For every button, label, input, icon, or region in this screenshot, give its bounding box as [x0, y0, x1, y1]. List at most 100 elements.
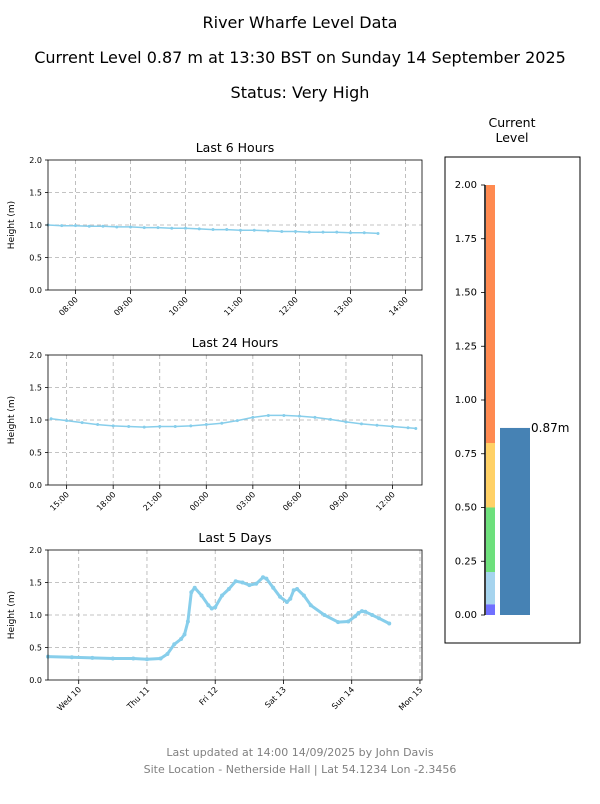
data-point [211, 228, 215, 232]
gauge-title: Level [496, 130, 529, 145]
data-point [233, 579, 238, 584]
data-point [179, 637, 184, 642]
y-tick-label: 0.00 [455, 610, 477, 621]
data-point [110, 656, 115, 661]
threshold-band [486, 443, 495, 508]
data-point [266, 229, 270, 233]
y-tick-label: 0.0 [29, 676, 42, 685]
data-point [144, 657, 149, 662]
y-tick-label: 0.5 [29, 254, 42, 263]
data-point [199, 593, 204, 598]
y-tick-label: 1.0 [29, 221, 42, 230]
data-point [328, 417, 332, 421]
data-point [206, 603, 211, 608]
data-point [301, 593, 306, 598]
data-point [252, 228, 256, 232]
data-point [189, 590, 194, 595]
y-tick-label: 0.75 [455, 449, 477, 460]
data-point [280, 230, 284, 233]
data-point [313, 415, 317, 419]
x-tick-label: 11:00 [222, 295, 245, 318]
data-point [60, 224, 64, 228]
data-point [284, 600, 289, 604]
x-tick-label: Fri 12 [198, 685, 220, 707]
y-axis-label: Height (m) [7, 396, 17, 444]
data-point [225, 228, 229, 232]
data-point [387, 621, 392, 626]
data-point [336, 620, 341, 625]
y-tick-label: 0.50 [455, 503, 477, 514]
x-tick-label: 15:00 [48, 490, 71, 513]
data-point [370, 613, 375, 617]
data-point [335, 230, 339, 234]
data-point [346, 619, 351, 624]
data-point [391, 425, 395, 428]
data-point [185, 619, 190, 624]
data-point [158, 425, 162, 428]
x-tick-label: 03:00 [235, 490, 258, 513]
x-tick-label: 12:00 [277, 295, 300, 318]
threshold-band [486, 572, 495, 605]
data-point [129, 225, 132, 229]
data-point [239, 228, 242, 232]
x-tick-label: 00:00 [188, 490, 211, 513]
data-point [353, 614, 358, 619]
data-point [192, 585, 197, 590]
data-point [96, 423, 100, 427]
data-point [158, 656, 163, 661]
data-point [173, 425, 177, 428]
x-tick-label: Sun 14 [330, 685, 356, 711]
x-tick-label: 21:00 [141, 490, 164, 513]
data-point [240, 580, 245, 585]
x-tick-label: 09:00 [112, 295, 135, 318]
data-point [165, 652, 170, 656]
series-line [47, 575, 390, 661]
threshold-band [486, 507, 495, 572]
level-bar [500, 427, 530, 615]
x-tick-label: Thu 11 [125, 685, 152, 712]
data-point [406, 426, 410, 430]
data-point [260, 575, 265, 580]
y-tick-label: 1.50 [455, 288, 477, 299]
data-point [87, 224, 91, 228]
data-point [156, 226, 160, 230]
y-tick-label: 0.0 [29, 286, 42, 295]
y-tick-label: 1.5 [29, 384, 42, 393]
data-point [142, 425, 146, 429]
chart-title: Last 5 Days [198, 530, 271, 545]
data-point [363, 609, 368, 614]
y-tick-label: 1.0 [29, 611, 42, 620]
y-tick-label: 1.00 [455, 395, 477, 406]
data-point [247, 583, 252, 588]
y-tick-label: 1.5 [29, 189, 42, 198]
data-point [321, 230, 325, 234]
x-tick-label: 13:00 [332, 295, 355, 318]
data-point [209, 606, 214, 611]
data-point [278, 594, 283, 599]
data-point [184, 226, 187, 230]
data-point [220, 593, 225, 598]
y-tick-label: 2.00 [455, 180, 477, 191]
chart-title: Last 24 Hours [192, 335, 279, 350]
chart-last-24-hours: 0.0 0.5 1.0 1.5 2.0 15:00 18:00 21:00 00:00 03:00… [7, 335, 423, 513]
x-tick-label: 18:00 [95, 490, 118, 513]
x-tick-label: 12:00 [374, 490, 397, 513]
data-point [294, 230, 297, 233]
x-tick-label: 09:00 [328, 490, 351, 513]
y-axis-label: Height (m) [7, 591, 17, 639]
y-tick-label: 1.25 [455, 341, 477, 352]
footer-site: Site Location - Netherside Hall | Lat 54… [144, 763, 457, 776]
threshold-band [486, 604, 495, 615]
data-point [266, 413, 270, 417]
x-tick-label: Sat 13 [263, 685, 288, 710]
x-tick-label: 08:00 [57, 295, 80, 318]
data-point [288, 596, 293, 601]
x-tick-label: 10:00 [167, 295, 190, 318]
chart-title: Last 6 Hours [196, 140, 275, 155]
data-point [131, 656, 136, 661]
data-point [172, 642, 177, 647]
data-point [65, 419, 69, 423]
data-point [69, 655, 74, 660]
